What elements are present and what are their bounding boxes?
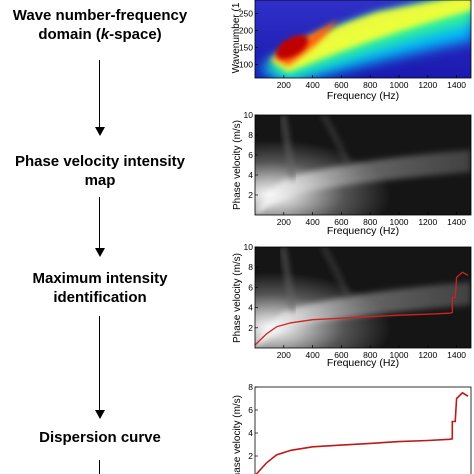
kspace-xtick-label: 1000	[390, 80, 409, 90]
plots-panel: 100 150 200 250 200 400 600 800 1000 1200 1400 Wa…	[231, 0, 472, 474]
max-intensity-ytick-label: 2	[248, 323, 253, 333]
kspace-y-ticks: 100 150 200 250	[239, 9, 258, 69]
phase-map-xtick-label: 200	[277, 217, 291, 227]
phase-map-streak-1	[280, 115, 296, 181]
phase-map-streak-2	[320, 115, 351, 166]
step-phase-map-line1: Phase velocity intensity	[14, 153, 186, 170]
phase-map-ytick-label: 10	[244, 110, 254, 120]
max-intensity-streak-1	[280, 247, 296, 313]
phase-map-ytick-label: 8	[248, 130, 253, 140]
phase-map-ytick-label: 6	[248, 150, 253, 160]
max-intensity-x-ticks: 200 400 600 800 1000 1200 1400	[277, 345, 466, 360]
arrow-2-head	[95, 248, 105, 257]
step-max-intensity-line2: identification	[53, 289, 147, 306]
dispersion-curve	[255, 391, 469, 474]
max-intensity-xtick-label: 1400	[447, 350, 466, 360]
dispersion-ytick-label: 2	[248, 451, 253, 461]
dispersion-ylabel: Phase velocity (m/s)	[232, 395, 243, 474]
phase-map-xtick-label: 1200	[418, 217, 437, 227]
kspace-xtick-label: 400	[306, 80, 320, 90]
kspace-xtick-label: 800	[363, 80, 377, 90]
max-intensity-xtick-label: 600	[334, 350, 348, 360]
arrow-2-shaft	[99, 197, 101, 249]
max-intensity-frame	[254, 246, 472, 349]
max-intensity-xtick-label: 400	[306, 350, 320, 360]
max-intensity-y-ticks: 2 4 6 8 10	[244, 242, 258, 333]
kspace-yellow-band	[270, 0, 471, 72]
dispersion-frame	[254, 386, 472, 474]
kspace-xtick-label: 600	[334, 80, 348, 90]
max-intensity-xtick-label: 200	[277, 350, 291, 360]
dispersion-ytick-label: 8	[248, 382, 253, 392]
phase-map-xlabel: Frequency (Hz)	[327, 225, 399, 237]
phase-map-xtick-label: 1400	[447, 217, 466, 227]
max-intensity-ytick-label: 4	[248, 303, 253, 313]
max-intensity-ytick-label: 6	[248, 282, 253, 292]
max-intensity-xtick-label: 1200	[418, 350, 437, 360]
arrow-4-shaft	[99, 460, 101, 474]
arrow-3-head	[95, 410, 105, 419]
max-intensity-plot: 2 4 6 8 10 200 400 600 800 1000 1200 1400 Phase ve…	[232, 242, 472, 369]
step-max-intensity-line1: Maximum intensity	[32, 270, 168, 287]
phase-map-plot: 2 4 6 8 10 200 400 600 800 1000 1200 1400 Phase ve…	[232, 110, 472, 237]
kspace-ytick-label: 200	[239, 26, 253, 36]
max-intensity-streak-2	[320, 247, 351, 299]
max-intensity-ytick-label: 8	[248, 262, 253, 272]
kspace-ytick-label: 250	[239, 9, 253, 19]
max-intensity-curve	[255, 271, 469, 346]
kspace-xtick-label: 200	[277, 80, 291, 90]
kspace-xtick-label: 1400	[447, 80, 466, 90]
step-phase-map-line2: map	[84, 172, 116, 189]
kspace-xtick-label: 1200	[418, 80, 437, 90]
max-intensity-xlabel: Frequency (Hz)	[327, 357, 399, 369]
arrow-3-shaft	[99, 316, 101, 412]
kspace-peak	[275, 35, 309, 59]
phase-map-ylabel: Phase velocity (m/s)	[232, 120, 243, 210]
kspace-xlabel: Frequency (Hz)	[327, 90, 399, 102]
phase-map-x-ticks: 200 400 600 800 1000 1200 1400	[277, 212, 466, 227]
dispersion-ytick-label: 6	[248, 405, 253, 415]
step-dispersion-label: Dispersion curve	[0, 428, 200, 447]
kspace-ylabel: Wavenumber (1	[231, 2, 242, 73]
step-kspace-label: Wave number-frequency domain (k-space)	[0, 6, 200, 44]
arrow-1-shaft	[99, 60, 101, 128]
max-intensity-ytick-label: 10	[244, 242, 254, 252]
phase-map-xtick-label: 1000	[390, 217, 409, 227]
max-intensity-ylabel: Phase velocity (m/s)	[232, 253, 243, 343]
step-phase-map-label: Phase velocity intensity map	[0, 152, 200, 190]
max-intensity-xtick-label: 800	[363, 350, 377, 360]
max-intensity-band	[255, 282, 471, 348]
kspace-frame	[254, 0, 472, 79]
step-kspace-line2: domain (k-space)	[38, 26, 162, 43]
phase-map-y-ticks: 2 4 6 8 10	[244, 110, 258, 200]
dispersion-ytick-label: 4	[248, 428, 253, 438]
phase-map-ytick-label: 4	[248, 170, 253, 180]
phase-map-ytick-label: 2	[248, 190, 253, 200]
dispersion-plot: 2 4 6 8 Phase velocity (m/s)	[232, 382, 472, 474]
phase-map-band	[255, 150, 471, 215]
phase-map-xtick-label: 800	[363, 217, 377, 227]
phase-map-xtick-label: 600	[334, 217, 348, 227]
step-kspace-line1: Wave number-frequency	[12, 7, 188, 24]
phase-map-xtick-label: 400	[306, 217, 320, 227]
max-intensity-xtick-label: 1000	[390, 350, 409, 360]
arrow-1-head	[95, 127, 105, 136]
kspace-x-ticks: 200 400 600 800 1000 1200 1400	[277, 75, 466, 90]
dispersion-y-ticks: 2 4 6 8	[248, 382, 258, 461]
step-max-intensity-label: Maximum intensity identification	[0, 269, 200, 307]
phase-map-frame	[254, 114, 472, 216]
kspace-ytick-label: 150	[239, 42, 253, 52]
kspace-ytick-label: 100	[239, 59, 253, 69]
step-dispersion-line1: Dispersion curve	[39, 429, 161, 446]
kspace-plot: 100 150 200 250 200 400 600 800 1000 1200 1400 Wa…	[231, 0, 472, 102]
